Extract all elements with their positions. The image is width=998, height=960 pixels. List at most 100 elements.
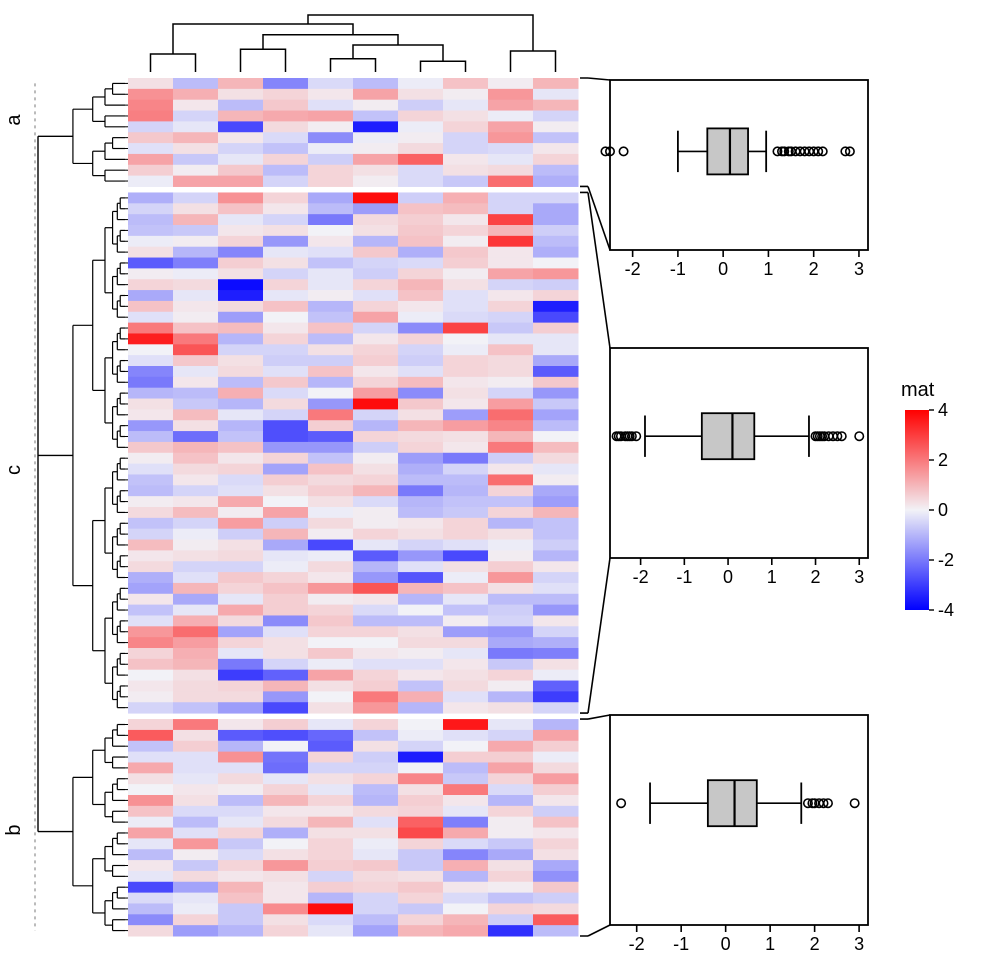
heatmap-cell bbox=[173, 670, 219, 681]
heatmap-cell bbox=[533, 377, 579, 388]
heatmap-cell bbox=[218, 333, 264, 344]
heatmap-cell bbox=[488, 637, 534, 648]
heatmap-cell bbox=[353, 111, 399, 122]
heatmap-cell bbox=[533, 626, 579, 637]
heatmap-cell bbox=[128, 333, 174, 344]
heatmap-cell bbox=[263, 485, 309, 496]
heatmap-cell bbox=[128, 474, 174, 485]
heatmap-cell bbox=[263, 615, 309, 626]
heatmap-cell bbox=[218, 659, 264, 670]
heatmap-cell bbox=[353, 871, 399, 882]
heatmap-cell bbox=[263, 333, 309, 344]
heatmap-cell bbox=[263, 730, 309, 741]
heatmap-cell bbox=[353, 594, 399, 605]
boxplot-panel: -2-10123 bbox=[601, 80, 868, 279]
heatmap-cell bbox=[353, 268, 399, 279]
heatmap-cell bbox=[173, 496, 219, 507]
heatmap-cell bbox=[398, 817, 444, 828]
heatmap-cell bbox=[173, 366, 219, 377]
heatmap-cell bbox=[443, 247, 489, 258]
heatmap-cell bbox=[218, 860, 264, 871]
heatmap-cell bbox=[263, 572, 309, 583]
heatmap-cell bbox=[398, 691, 444, 702]
heatmap-cell bbox=[308, 143, 354, 154]
heatmap-cell bbox=[308, 247, 354, 258]
boxplot-connectors bbox=[580, 78, 610, 936]
heatmap-cell bbox=[353, 388, 399, 399]
heatmap-cell bbox=[218, 871, 264, 882]
heatmap-cell bbox=[533, 312, 579, 323]
heatmap-cell bbox=[308, 236, 354, 247]
heatmap-cell bbox=[398, 247, 444, 258]
heatmap-cell bbox=[533, 344, 579, 355]
heatmap-cell bbox=[128, 561, 174, 572]
heatmap-cell bbox=[398, 914, 444, 925]
heatmap-cell bbox=[398, 648, 444, 659]
heatmap-cell bbox=[128, 442, 174, 453]
heatmap-cell bbox=[443, 344, 489, 355]
heatmap-cell bbox=[308, 225, 354, 236]
heatmap-cell bbox=[173, 214, 219, 225]
color-legend: mat420-2-4 bbox=[901, 379, 954, 620]
heatmap-cell bbox=[128, 860, 174, 871]
heatmap-cell bbox=[353, 409, 399, 420]
heatmap-cell bbox=[443, 882, 489, 893]
heatmap-cell bbox=[218, 518, 264, 529]
heatmap-cell bbox=[218, 366, 264, 377]
heatmap-cell bbox=[173, 154, 219, 165]
heatmap-cell bbox=[353, 165, 399, 176]
heatmap-cell bbox=[128, 420, 174, 431]
heatmap-cell bbox=[488, 355, 534, 366]
heatmap-cell bbox=[443, 828, 489, 839]
heatmap-cell bbox=[263, 279, 309, 290]
heatmap-cell bbox=[128, 583, 174, 594]
heatmap-cell bbox=[353, 762, 399, 773]
heatmap-cell bbox=[308, 605, 354, 616]
heatmap-cell bbox=[488, 507, 534, 518]
heatmap-cell bbox=[263, 192, 309, 203]
heatmap-cell bbox=[353, 100, 399, 111]
heatmap-cell bbox=[218, 730, 264, 741]
heatmap-cell bbox=[533, 752, 579, 763]
row-dendrogram bbox=[35, 83, 128, 930]
heatmap-cell bbox=[533, 78, 579, 89]
heatmap-cell bbox=[353, 903, 399, 914]
heatmap-cell bbox=[443, 111, 489, 122]
heatmap-cell bbox=[353, 637, 399, 648]
heatmap-cell bbox=[533, 507, 579, 518]
heatmap-cell bbox=[218, 849, 264, 860]
heatmap-cell bbox=[533, 355, 579, 366]
heatmap-cell bbox=[488, 784, 534, 795]
heatmap-cell bbox=[263, 773, 309, 784]
heatmap-cell bbox=[218, 496, 264, 507]
heatmap-cell bbox=[398, 399, 444, 410]
heatmap-cell bbox=[533, 268, 579, 279]
heatmap-cell bbox=[443, 409, 489, 420]
heatmap-cell bbox=[443, 225, 489, 236]
axis-tick-label: 0 bbox=[718, 259, 728, 279]
heatmap-cell bbox=[128, 100, 174, 111]
heatmap-cell bbox=[173, 290, 219, 301]
heatmap-cell bbox=[128, 681, 174, 692]
heatmap-cell bbox=[263, 691, 309, 702]
heatmap-cell bbox=[263, 659, 309, 670]
heatmap-cell bbox=[533, 154, 579, 165]
heatmap-cell bbox=[488, 279, 534, 290]
heatmap-cell bbox=[533, 550, 579, 561]
heatmap-cell bbox=[263, 366, 309, 377]
heatmap-cell bbox=[263, 203, 309, 214]
heatmap-cell bbox=[533, 648, 579, 659]
heatmap-cell bbox=[173, 529, 219, 540]
heatmap-cell bbox=[488, 236, 534, 247]
heatmap-cell bbox=[218, 626, 264, 637]
heatmap-cell bbox=[353, 507, 399, 518]
heatmap-cell bbox=[218, 176, 264, 187]
heatmap-cell bbox=[353, 323, 399, 334]
heatmap-cell bbox=[488, 817, 534, 828]
heatmap-cell bbox=[128, 594, 174, 605]
heatmap-cell bbox=[533, 849, 579, 860]
heatmap-cell bbox=[128, 464, 174, 475]
row-group-label: a bbox=[3, 114, 25, 126]
heatmap-cell bbox=[218, 817, 264, 828]
heatmap-cell bbox=[353, 247, 399, 258]
